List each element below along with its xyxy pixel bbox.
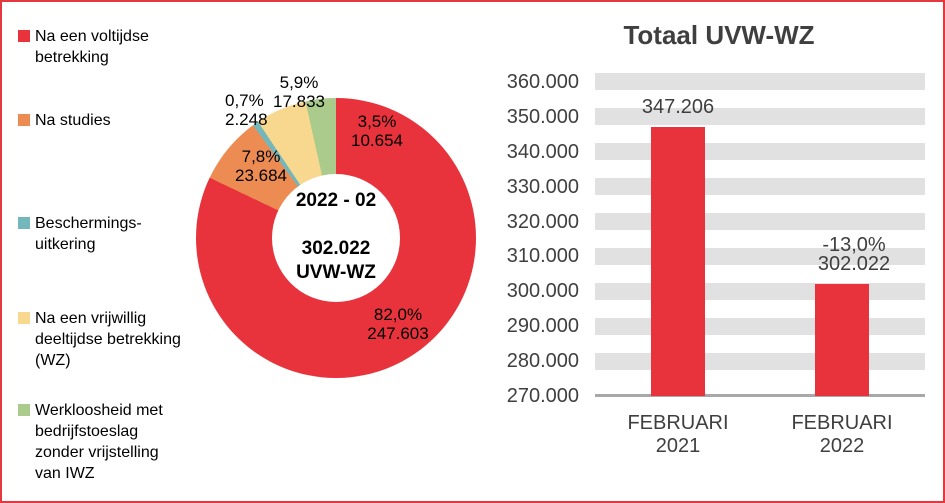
pie-slice-value: 10.654 [351,130,403,150]
pie-slice-pct: 82,0% [373,305,423,324]
y-axis-tick-label: 290.000 [506,315,579,338]
legend-swatch [18,312,30,324]
gridline-band [595,108,925,126]
y-axis-tick-label: 270.000 [506,385,579,407]
pie-slice-value: 23.684 [235,165,287,185]
x-axis-line [595,394,925,397]
pie-slice-value: 2.248 [225,109,268,129]
bar-value-text: 302.022 [817,253,891,276]
legend-item-label: Na een voltijdse betrekking [35,28,149,66]
y-axis-tick-label: 340.000 [506,140,579,163]
pie-slice-label: 0,7% 2.248 [225,91,315,129]
bar-value-text: 347.206 [641,95,715,118]
donut-unit: UVW-WZ [296,262,376,283]
legend-swatch [18,404,30,416]
donut-period: 2022 - 02 [295,190,377,211]
pie-slice-value: 247.603 [367,323,429,343]
gridline-band [595,317,925,335]
bar [815,284,869,396]
donut-total: 302.022 [301,238,371,259]
legend-item-label: Beschermings- uitkering [35,215,142,253]
pie-slice-label: 7,8% 23.684 [201,147,321,185]
x-axis-category-label: FEBRUARI 2021 [627,412,729,457]
legend-item: Na studies [18,110,196,131]
y-axis-tick-label: 280.000 [506,350,579,373]
legend-item-label: Na een vrijwillig deeltijdse betrekking … [35,310,181,369]
donut-chart: 2022 - 02 302.022 UVW-WZ [196,98,476,378]
pie-slice-value: 17.833 [273,91,325,111]
legend-item-label: Na studies [35,112,111,129]
pie-slice-label: 5,9% 17.833 [239,73,359,111]
pie-slice-pct: 7,8% [241,147,281,166]
gridline-band [595,143,925,161]
y-axis-tick-label: 350.000 [506,105,579,128]
donut-hole: 2022 - 02 302.022 UVW-WZ [272,174,400,302]
legend-item: Na een voltijdse betrekking [18,26,196,68]
legend-swatch [18,114,30,126]
legend-item: Werkloosheid met bedrijfstoeslag zonder … [18,400,196,484]
gridline-band [595,352,925,370]
legend-item: Na een vrijwillig deeltijdse betrekking … [18,308,196,371]
legend-item: Beschermings- uitkering [18,213,196,255]
bar-value-label: 347.206 [608,95,748,118]
pie-slice-pct: 5,9% [279,73,319,92]
bar-value-label: -13,0% 302.022 [784,234,924,276]
legend-item-label: Werkloosheid met bedrijfstoeslag zonder … [35,402,163,482]
gridline-band [595,178,925,196]
y-axis-tick-label: 320.000 [506,210,579,233]
pie-slice-label: 3,5% 10.654 [317,112,437,150]
legend-swatch [18,217,30,229]
x-axis-category-label: FEBRUARI 2022 [791,412,893,457]
gridline-band [595,213,925,230]
y-axis-tick-label: 330.000 [506,175,579,198]
y-axis-tick-label: 300.000 [506,280,579,303]
legend-swatch [18,30,30,42]
pie-slice-pct: 3,5% [357,112,397,131]
gridline-band [595,282,925,300]
bar [651,126,705,396]
y-axis-tick-label: 360.000 [506,70,579,93]
bar-chart-title: Totaal UVW-WZ [623,20,815,50]
y-axis-tick-label: 310.000 [506,245,579,268]
pie-slice-pct: 0,7% [225,91,264,110]
gridline-band [595,73,925,91]
pie-slice-label: 82,0% 247.603 [338,305,458,343]
bar-delta-label: -13,0% [822,234,886,257]
